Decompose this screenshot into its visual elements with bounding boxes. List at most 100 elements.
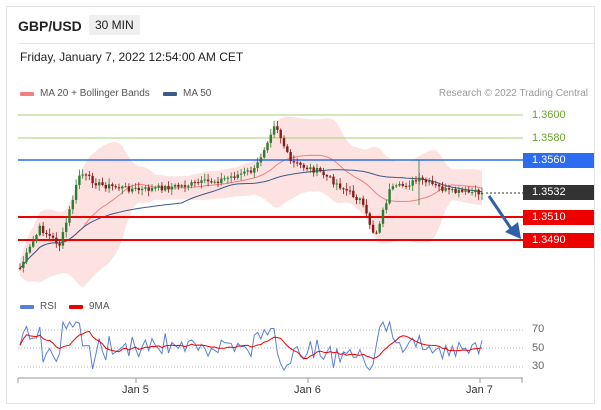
research-credit: Research © 2022 Trading Central [438,88,588,99]
candle-body [292,161,296,163]
candle-body [78,175,81,185]
candle-body [35,235,38,242]
rsi-lines [19,320,483,371]
x-label-jan6: Jan 6 [294,384,321,396]
candle-body [177,184,180,187]
moving-averages [19,154,483,269]
candle-body [25,252,28,262]
candle-body [312,167,315,173]
candle-body [190,182,193,186]
candle-body [131,188,134,192]
candle-body [319,168,322,172]
legend-9ma: 9MA [69,301,110,312]
candle-body [299,162,302,165]
candle-body [101,182,104,185]
candle-body [74,184,78,200]
candle-body [210,181,213,183]
candle-body [269,134,272,143]
candle-body [345,188,348,191]
candle-body [94,183,98,186]
candle-body [127,186,131,192]
candle-body [180,185,183,187]
level-tag-1-3600: 1.3600 [532,109,566,121]
legend-ma50: MA 50 [163,88,211,99]
candle-body [164,185,167,191]
candle-body [98,182,101,186]
candle-body [286,146,289,152]
timeframe-badge[interactable]: 30 MIN [89,15,140,35]
candle-body [375,232,378,234]
candle-body [55,237,58,244]
legend-label: MA 50 [183,88,212,99]
candle-body [18,267,22,269]
candle-body [256,162,259,168]
candle-body [137,187,140,191]
candle-body [104,184,107,189]
candle-body [239,173,243,175]
candle-body [259,157,263,163]
candle-body [160,185,164,191]
candle-body [335,183,338,185]
candle-body [45,232,48,234]
candle-body [309,167,312,170]
rsi-label-30: 30 [532,360,545,372]
candle-body [111,184,114,187]
candle-body [368,213,371,225]
candle-body [378,223,381,233]
candle-body [444,188,447,191]
candle-body [355,197,358,200]
candle-body [371,224,375,233]
candle-body [114,186,117,188]
support-tag-3490: 1.3490 [523,233,594,248]
candle-body [236,174,239,178]
candle-body [431,181,434,185]
candle-body [121,186,124,189]
candle-body [404,185,408,187]
candle-body [48,233,51,236]
candle-body [461,189,464,192]
candle-body [424,179,428,183]
x-label-jan5: Jan 5 [122,384,149,396]
candle-body [322,171,325,176]
candle-body [411,180,414,186]
candle-body [88,174,91,176]
candle-body [32,241,35,247]
candle-body [38,225,41,236]
symbol-title: GBP/USD [18,18,82,34]
candle-body [107,184,111,189]
legend-label: RSI [40,301,57,312]
candle-body [358,198,362,200]
candle-body [266,142,269,151]
candle-body [41,225,45,233]
candle-body [58,243,61,246]
candle-body [61,232,65,246]
candle-body [22,261,25,268]
legend-label: 9MA [89,301,110,312]
candle-body [338,183,342,189]
candle-body [65,222,68,233]
legend-swatch [20,304,34,309]
candle-body [365,204,368,214]
candle-body [206,179,210,182]
candle-body [348,190,352,192]
candle-body [325,175,329,177]
candle-body [144,187,147,189]
candle-body [352,190,355,198]
legend-swatch [20,91,34,96]
candle-body [246,170,249,172]
candle-body [134,187,137,189]
resistance-tag-3560: 1.3560 [523,153,594,168]
candle-body [470,192,474,194]
candle-body [305,167,309,170]
chart-datetime: Friday, January 7, 2022 12:54:00 AM CET [20,50,244,64]
candle-body [230,176,233,178]
candle-body [467,190,470,193]
candle-body [276,126,279,130]
candle-body [381,209,385,224]
candle-body [434,184,437,186]
bollinger-band-area [20,116,482,288]
candle-body [464,190,467,192]
candle-body [243,171,246,174]
candle-body [71,199,74,210]
